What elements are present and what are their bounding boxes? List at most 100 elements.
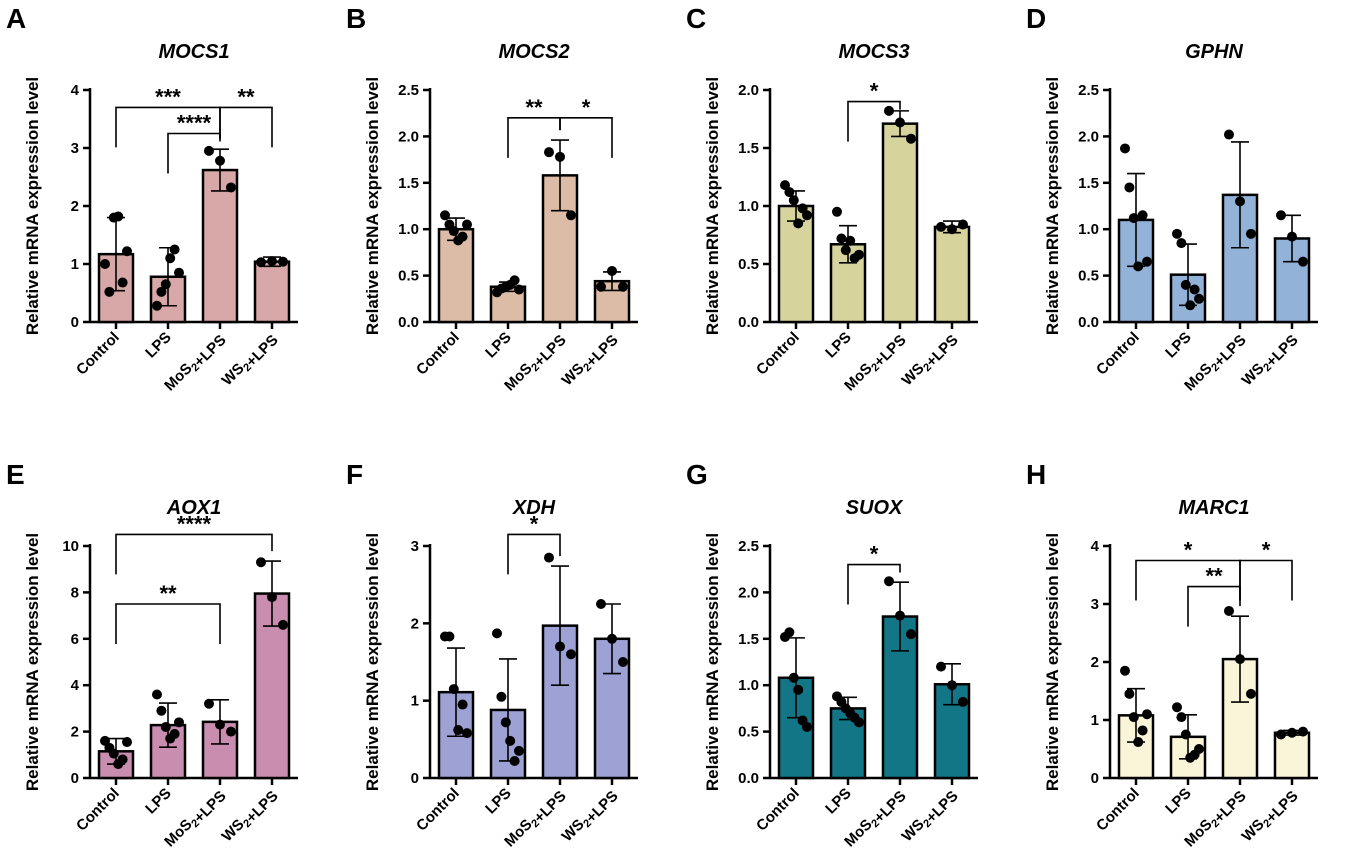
data-point [840,245,851,256]
panel-letter: D [1026,3,1046,34]
data-point [174,717,184,728]
data-point [947,224,957,235]
data-point [448,226,459,237]
panel-c: C MOCS3 Relative mRNA expression level 0.0 0… [686,3,978,394]
y-tick-label: 1 [411,693,419,710]
data-point [122,737,132,748]
y-tick-label: 1.5 [738,140,759,157]
x-tick-label: LPS [142,785,175,818]
data-point [1128,712,1139,723]
data-point [444,631,455,642]
data-point [174,267,184,278]
data-point [544,552,554,563]
data-point [1287,231,1297,242]
data-point [596,599,606,609]
data-point [1246,228,1256,239]
y-tick-label: 3 [411,538,419,555]
data-point [1298,726,1308,737]
data-point [1124,182,1135,193]
data-point [440,210,450,221]
data-point [1194,744,1204,754]
data-point [169,244,180,255]
data-point [895,117,905,128]
x-tick-label: WS2+LPS [899,329,962,392]
x-tick-label: Control [753,329,803,379]
significance-bracket [115,533,273,575]
x-tick-label: WS2+LPS [219,329,282,392]
bar-ws2-lps [1273,731,1311,780]
data-point [884,105,894,116]
data-point [1194,293,1204,304]
panel-letter: A [6,3,26,34]
y-tick-label: 1 [71,256,79,273]
data-point [1224,129,1234,140]
data-point [1120,143,1130,154]
data-point [832,206,842,217]
data-point [1235,654,1245,665]
data-point [117,754,128,765]
data-point [156,705,167,716]
x-tick-label: WS2+LPS [1239,329,1302,392]
y-tick-label: 0.5 [398,268,419,285]
data-point [1172,702,1182,713]
data-point [1235,196,1245,207]
significance-label: * [870,542,879,567]
data-point [884,576,894,587]
bar-ws2-lps [253,260,291,324]
y-axis-label: Relative mRNA expression level [363,77,382,335]
data-point [514,745,524,756]
chart-title: MOCS1 [158,41,229,63]
data-point [1287,727,1297,738]
y-tick-label: 2 [71,724,79,741]
significance-label: * [870,79,879,104]
data-point [453,725,464,736]
data-point [936,221,946,232]
y-tick-label: 3 [71,140,79,157]
y-tick-label: 0.0 [398,314,419,331]
data-point [1185,300,1196,311]
data-point [958,696,968,707]
panel-letter: B [346,3,366,34]
significance-bracket [115,603,221,644]
y-tick-label: 0.5 [1078,268,1099,285]
y-axis-label: Relative mRNA expression level [23,77,42,335]
data-point [1137,725,1148,736]
data-point [1137,210,1148,221]
data-point [1180,729,1191,740]
data-point [514,284,524,295]
y-axis-label: Relative mRNA expression level [23,533,42,791]
bar-mos2-lps [201,168,239,324]
x-tick-label: LPS [482,329,515,362]
data-point [936,661,946,672]
panel-letter: H [1026,459,1046,490]
y-tick-label: 0 [71,314,79,331]
data-point [895,610,905,621]
y-tick-label: 1.5 [1078,175,1099,192]
panel-d: D GPHN Relative mRNA expression level 0.0 0.… [1026,3,1318,394]
panel-e: E AOX1 Relative mRNA expression level 0 2 4 6 8… [6,459,298,850]
data-point [607,633,617,644]
y-tick-label: 1.0 [398,221,419,238]
y-tick-label: 0.0 [738,314,759,331]
significance-label: **** [177,111,212,136]
y-tick-label: 0.0 [738,770,759,787]
data-point [104,286,115,297]
y-tick-label: 2.5 [398,82,419,99]
data-point [100,259,110,269]
data-point [1189,284,1200,295]
data-point [596,281,606,292]
x-tick-label: WS2+LPS [899,785,962,848]
data-point [505,735,516,746]
y-axis-label: Relative mRNA expression level [1043,533,1062,791]
x-tick-label: Control [1093,785,1143,835]
y-tick-label: 6 [71,631,79,648]
y-tick-label: 0.0 [1078,314,1099,331]
data-point [607,265,617,276]
data-point [906,133,916,144]
panel-a: A MOCS1 Relative mRNA expression level 0 1 2 3… [6,3,298,394]
data-point [160,721,171,732]
panel-letter: E [6,459,25,490]
chart-title: MARC1 [1178,497,1249,519]
data-point [784,627,795,638]
